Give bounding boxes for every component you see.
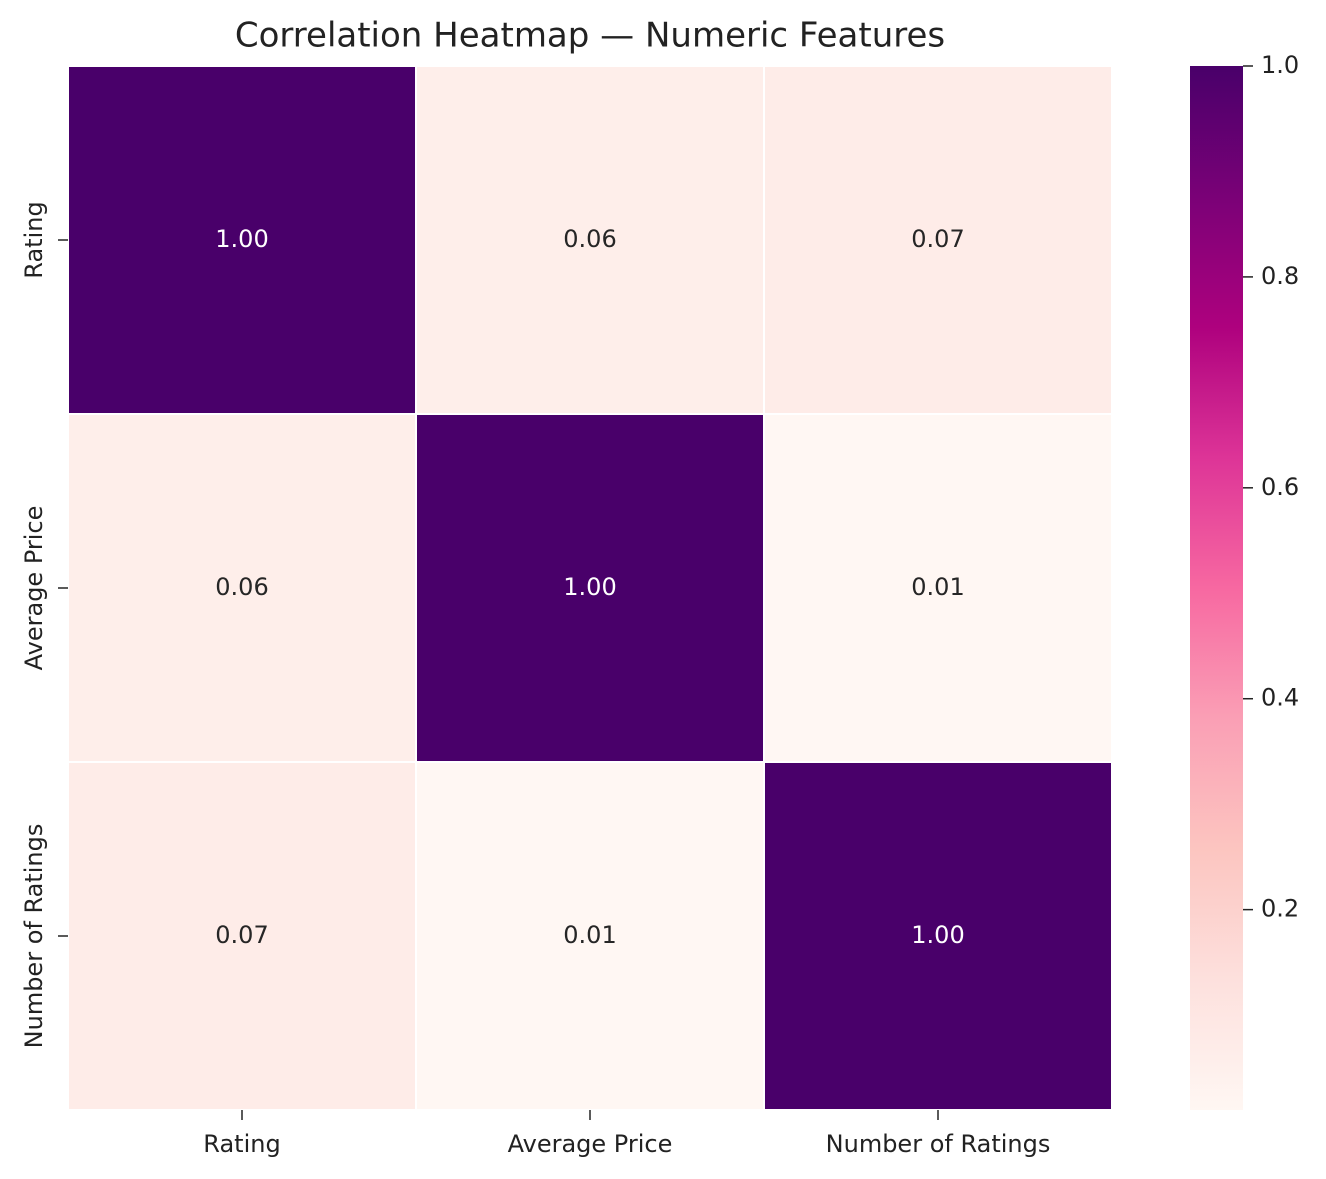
cell-label: 0.06: [215, 573, 268, 601]
cell-label: 1.00: [911, 921, 964, 949]
heatmap-cell: [67, 65, 417, 415]
heatmap-cell: [763, 413, 1113, 763]
cell-label: 0.01: [563, 921, 616, 949]
chart-title: Correlation Heatmap — Numeric Features: [235, 16, 945, 56]
y-tick-label: Number of Ratings: [20, 824, 48, 1049]
heatmap-cell: [763, 65, 1113, 415]
cell-label: 1.00: [563, 573, 616, 601]
x-tick-label: Rating: [203, 1130, 280, 1158]
heatmap-cell: [415, 761, 765, 1111]
x-tick-label: Average Price: [508, 1130, 673, 1158]
cell-label: 0.07: [215, 921, 268, 949]
colorbar-tick-label: 0.6: [1261, 473, 1299, 501]
colorbar-tick-label: 1.0: [1261, 51, 1299, 79]
colorbar-tick-label: 0.4: [1261, 684, 1299, 712]
cell-label: 0.06: [563, 225, 616, 253]
colorbar-tick-label: 0.8: [1261, 262, 1299, 290]
heatmap-cell: [415, 413, 765, 763]
heatmap-cell: [67, 413, 417, 763]
cell-label: 1.00: [215, 225, 268, 253]
colorbar: [1190, 66, 1243, 1110]
x-tick-label: Number of Ratings: [826, 1130, 1051, 1158]
y-tick-label: Rating: [20, 201, 48, 278]
colorbar-tick-label: 0.2: [1261, 895, 1299, 923]
heatmap-cell: [67, 761, 417, 1111]
cell-label: 0.01: [911, 573, 964, 601]
heatmap-cell: [415, 65, 765, 415]
cell-label: 0.07: [911, 225, 964, 253]
y-tick-label: Average Price: [20, 506, 48, 671]
